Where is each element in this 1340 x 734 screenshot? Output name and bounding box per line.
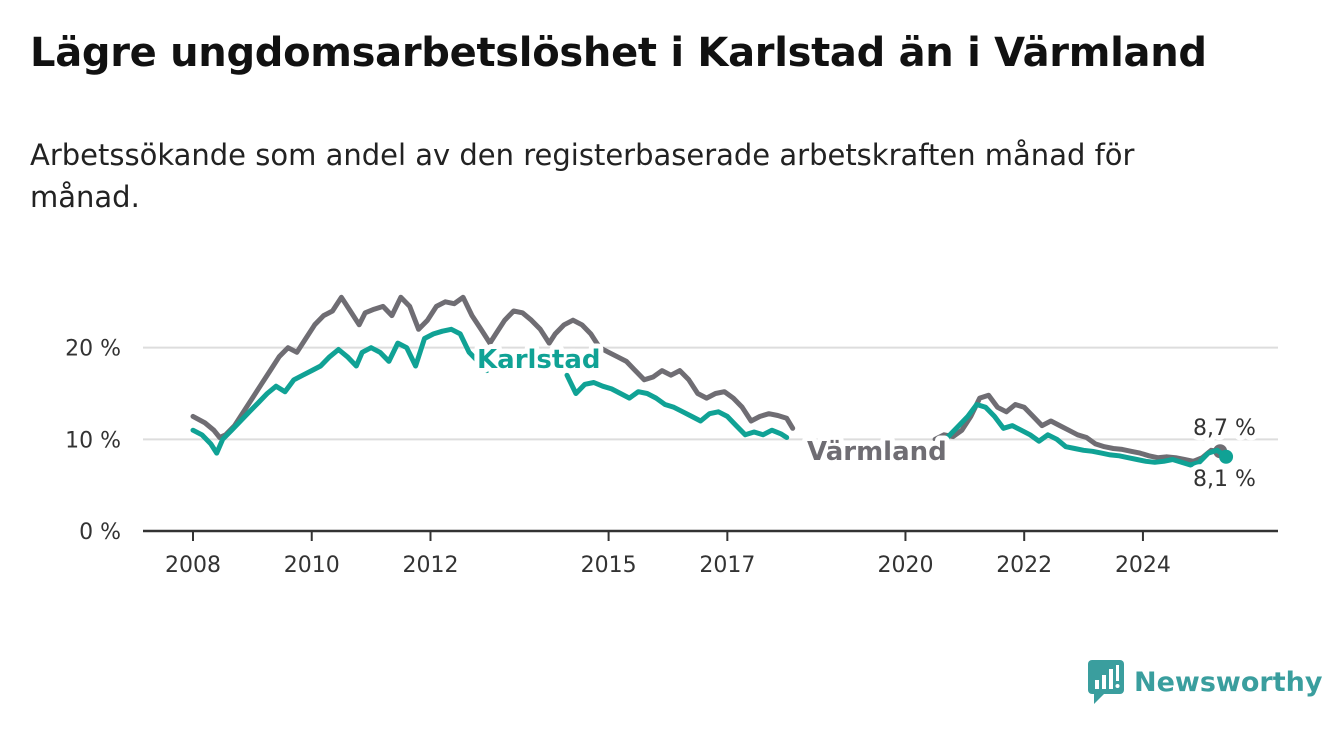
chart-subtitle: Arbetssökande som andel av den registerb… [30,138,1135,214]
karlstad-end-label: 8,1 % [1193,467,1256,492]
y-tick-label: 10 % [65,428,121,453]
karlstad-line [190,326,1229,468]
x-tick-label: 2020 [877,553,933,578]
varmland-series-label-halo: Värmland [807,437,947,467]
x-tick-label: 2010 [284,553,340,578]
chart-bubble-icon [1088,660,1124,704]
brand-name: Newsworthy [1134,666,1323,698]
x-tick-label: 2015 [581,553,637,578]
karlstad-end-label-halo: 8,1 % [1193,467,1256,492]
varmland-end-label-halo: 8,7 % [1193,416,1256,441]
x-tick-label: 2022 [996,553,1052,578]
karlstad-line-end-point [1219,449,1234,464]
y-tick-label: 0 % [79,520,121,545]
x-tick-label: 2017 [699,553,755,578]
y-tick-label: 20 % [65,337,121,362]
series-lines [190,294,1234,468]
x-axis: 2008 2010 2012 2015 2017 2020 2022 2024 [143,529,1278,578]
varmland-line [190,294,1223,464]
varmland-series-label: Värmland [807,437,947,467]
karlstad-series-label: Karlstad [477,345,601,375]
newsworthy-logo: Newsworthy [1088,660,1322,704]
series-labels: 0 %10 %20 % KarlstadKarlstadVärmlandVärml… [65,337,1261,545]
x-tick-label: 2024 [1115,553,1171,578]
varmland-end-label: 8,7 % [1193,416,1256,441]
x-tick-label: 2008 [165,553,221,578]
x-tick-label: 2012 [402,553,458,578]
karlstad-series-label-halo: Karlstad [477,345,601,375]
chart-title: Lägre ungdomsarbetslöshet i Karlstad än … [30,30,1207,76]
